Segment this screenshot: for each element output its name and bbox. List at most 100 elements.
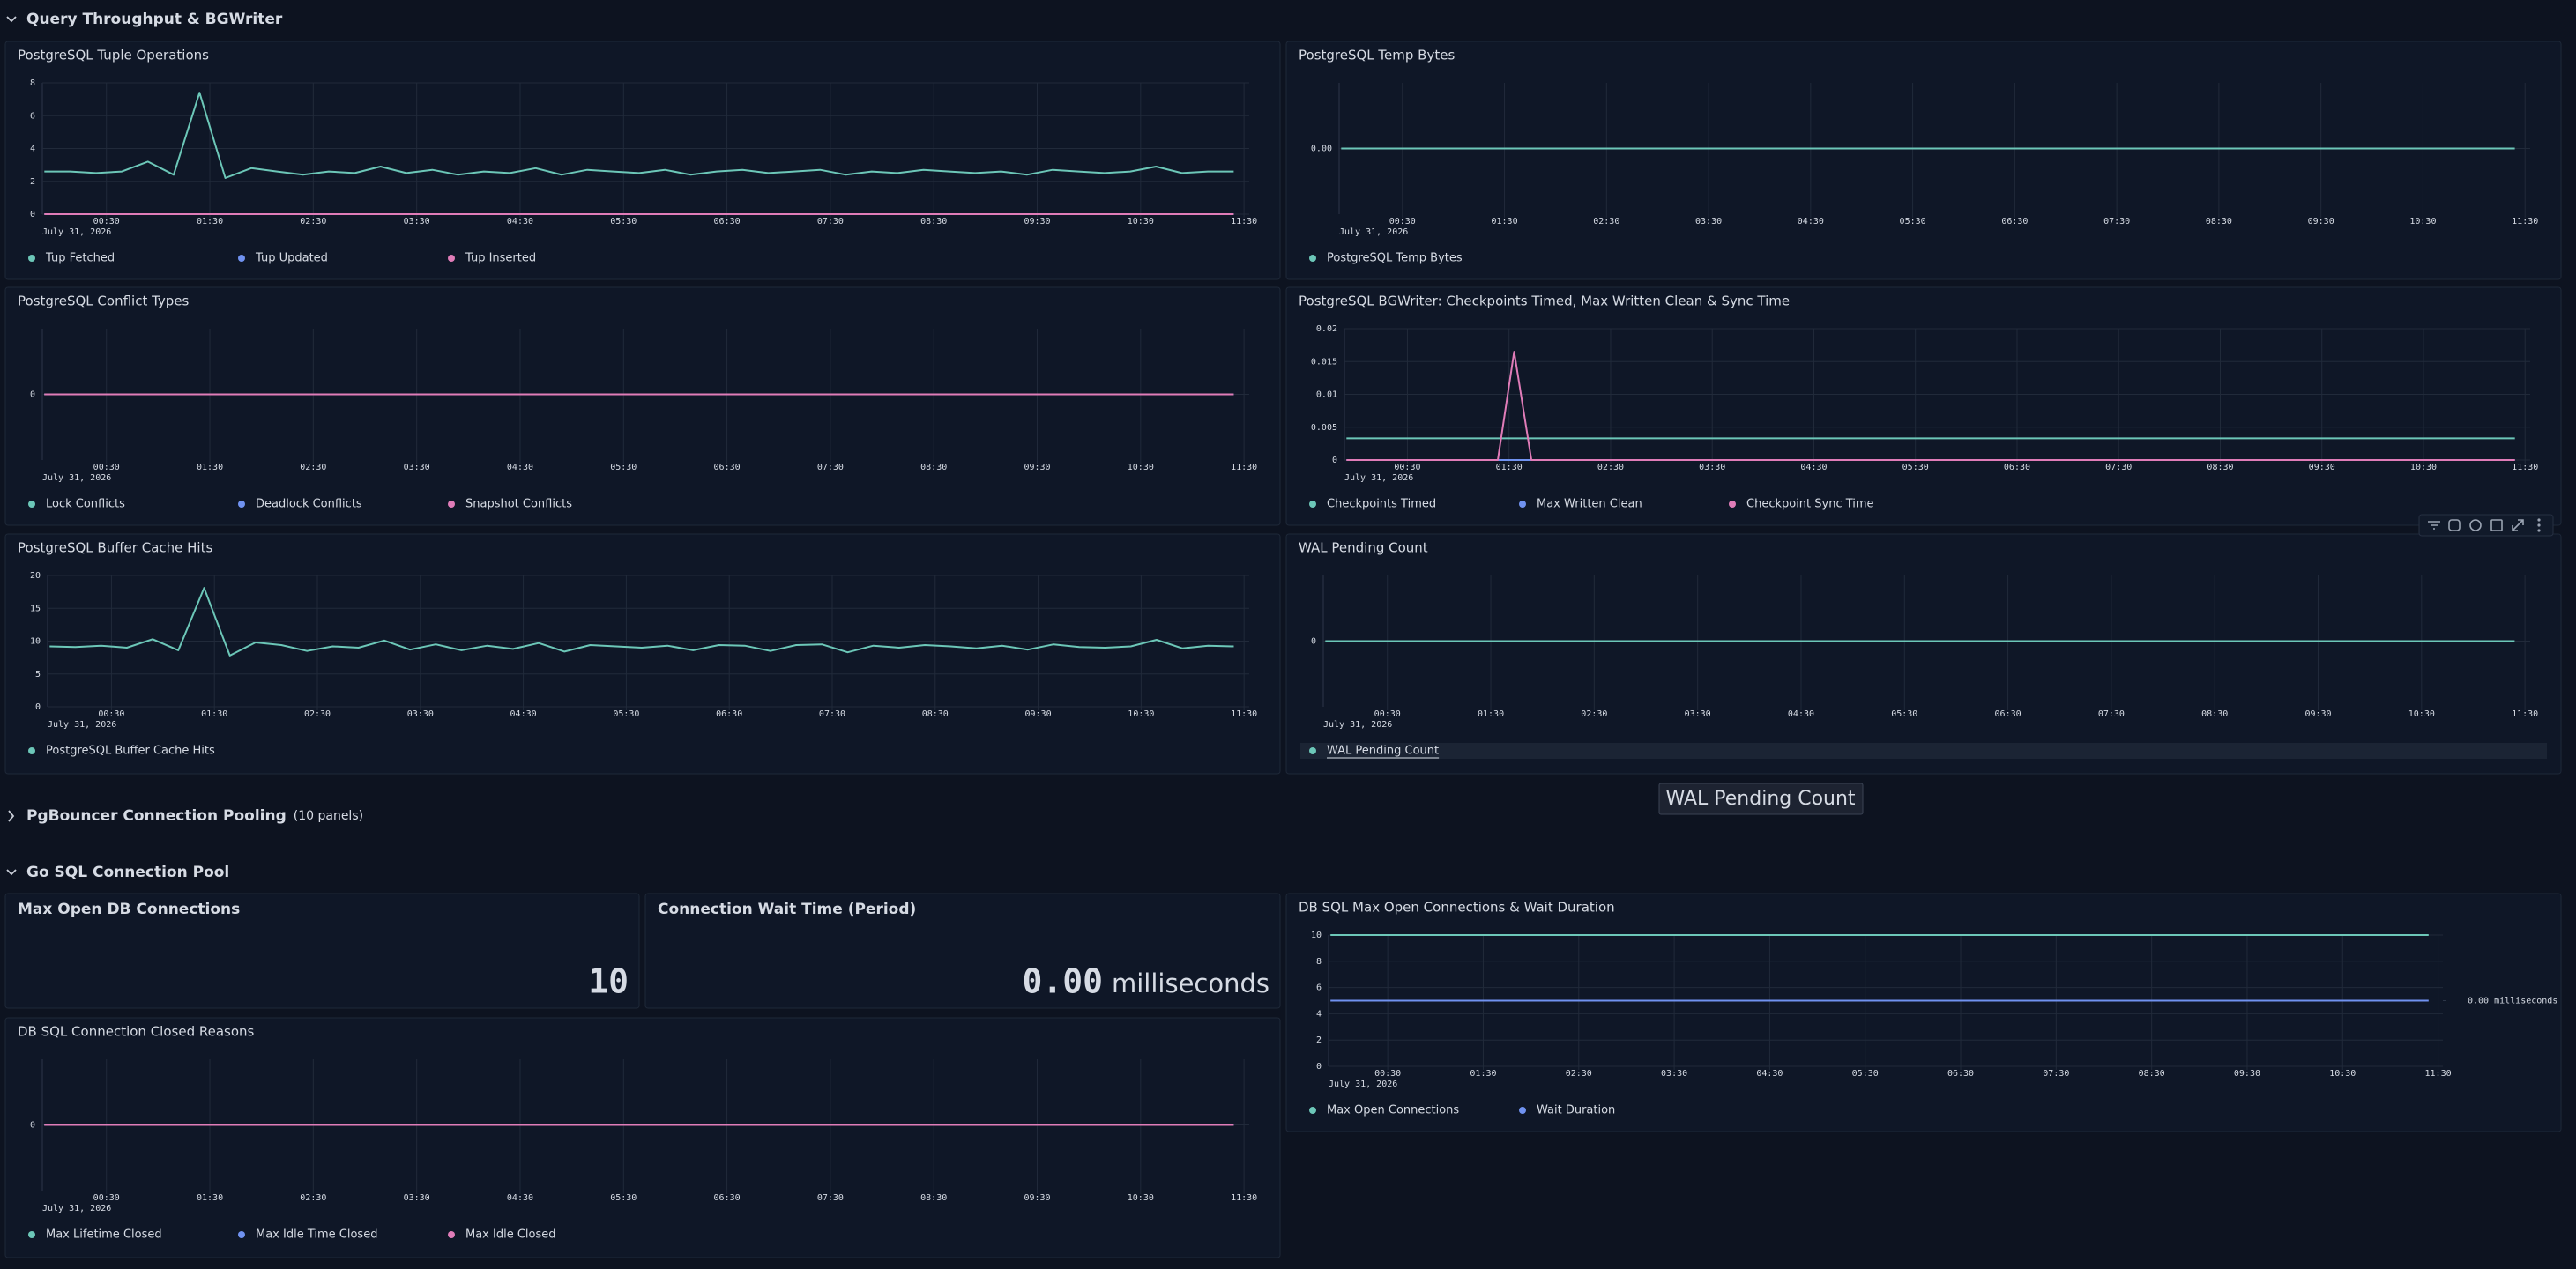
x-tick-label: 07:30 <box>2105 463 2132 472</box>
tooltip-text: WAL Pending Count <box>1665 788 1855 810</box>
menu-dot[interactable] <box>2537 523 2541 527</box>
legend-label[interactable]: PostgreSQL Buffer Cache Hits <box>46 745 215 758</box>
legend-swatch[interactable] <box>1519 1107 1526 1114</box>
section-panel-count: (10 panels) <box>294 809 363 823</box>
legend-label[interactable]: Max Open Connections <box>1327 1104 1459 1117</box>
legend-swatch[interactable] <box>1309 255 1316 262</box>
legend-swatch[interactable] <box>448 1231 455 1238</box>
x-tick-label: 00:30 <box>1394 463 1420 472</box>
x-tick-label: 01:30 <box>1491 217 1517 226</box>
legend-swatch[interactable] <box>1519 501 1526 508</box>
x-tick-label: 08:30 <box>2201 709 2228 719</box>
y-tick-label: 20 <box>30 571 41 581</box>
x-tick-label: 01:30 <box>1496 463 1523 472</box>
x-tick-label: 06:30 <box>714 463 741 472</box>
legend-label[interactable]: Tup Updated <box>255 252 328 265</box>
x-tick-label: 11:30 <box>2425 1069 2452 1079</box>
y-tick-label: 0 <box>30 1121 35 1131</box>
x-axis-date: July 31, 2026 <box>1323 720 1392 730</box>
x-tick-label: 07:30 <box>817 1193 844 1203</box>
legend-swatch[interactable] <box>1729 501 1736 508</box>
x-tick-label: 00:30 <box>93 1193 120 1203</box>
collapse-chevron[interactable] <box>8 810 15 822</box>
y-tick-label: 0 <box>30 390 35 400</box>
legend-label[interactable]: Deadlock Conflicts <box>256 498 362 511</box>
legend-label[interactable]: Tup Inserted <box>465 252 536 265</box>
view-icon[interactable] <box>2512 519 2524 531</box>
section-title[interactable]: Go SQL Connection Pool <box>26 864 229 881</box>
x-axis-date: July 31, 2026 <box>48 720 116 730</box>
legend-swatch[interactable] <box>448 501 455 508</box>
x-tick-label: 04:30 <box>1788 709 1814 719</box>
y-tick-label: 0.015 <box>1311 357 1337 367</box>
x-tick-label: 03:30 <box>407 709 434 719</box>
x-tick-label: 03:30 <box>404 217 430 226</box>
x-tick-label: 10:30 <box>1128 217 1154 226</box>
legend-swatch[interactable] <box>28 501 35 508</box>
x-tick-label: 08:30 <box>920 1193 947 1203</box>
x-tick-label: 07:30 <box>817 217 844 226</box>
legend-label[interactable]: Wait Duration <box>1537 1104 1615 1117</box>
y-tick-label: 10 <box>1311 931 1322 940</box>
x-tick-label: 11:30 <box>2512 463 2538 472</box>
series-line <box>44 92 1234 179</box>
legend-swatch[interactable] <box>1309 501 1316 508</box>
legend-swatch[interactable] <box>1309 747 1316 754</box>
legend-swatch[interactable] <box>448 255 455 262</box>
panel <box>1285 286 2562 526</box>
legend-swatch[interactable] <box>238 1231 245 1238</box>
edit-icon[interactable] <box>2490 519 2503 531</box>
legend-label[interactable]: Tup Fetched <box>45 252 115 265</box>
section-title[interactable]: PgBouncer Connection Pooling <box>26 807 287 825</box>
toolbar-bg <box>2418 514 2554 537</box>
legend-label[interactable]: PostgreSQL Temp Bytes <box>1327 252 1463 265</box>
legend-swatch[interactable] <box>28 1231 35 1238</box>
legend-swatch[interactable] <box>1309 1107 1316 1114</box>
x-tick-label: 05:30 <box>610 217 637 226</box>
x-tick-label: 11:30 <box>1231 1193 1257 1203</box>
legend-label[interactable]: WAL Pending Count <box>1327 745 1439 758</box>
x-tick-label: 01:30 <box>197 463 223 472</box>
panel <box>644 893 1281 1009</box>
x-tick-label: 01:30 <box>197 217 223 226</box>
legend-label[interactable]: Snapshot Conflicts <box>465 498 572 511</box>
legend-swatch[interactable] <box>28 747 35 754</box>
legend-swatch[interactable] <box>238 255 245 262</box>
x-tick-label: 01:30 <box>1470 1069 1496 1079</box>
expand-chevron[interactable] <box>6 16 17 23</box>
y-tick-label: 4 <box>1316 1009 1322 1019</box>
inspect-icon[interactable] <box>2448 519 2461 531</box>
legend-label[interactable]: Max Idle Time Closed <box>256 1228 377 1242</box>
x-tick-label: 02:30 <box>304 709 331 719</box>
menu-dot[interactable] <box>2537 529 2541 532</box>
y-tick-label: 2 <box>30 177 35 187</box>
panel-title: DB SQL Max Open Connections & Wait Durat… <box>1299 900 1615 916</box>
y-tick-label: 0 <box>30 210 35 219</box>
y-tick-label: 0.02 <box>1316 324 1337 334</box>
panel-title: Max Open DB Connections <box>18 901 240 918</box>
legend-label[interactable]: Max Written Clean <box>1537 498 1642 511</box>
section-title[interactable]: Query Throughput & BGWriter <box>26 11 283 28</box>
panel-title: PostgreSQL Tuple Operations <box>18 48 209 63</box>
legend-swatch[interactable] <box>28 255 35 262</box>
legend-label[interactable]: Lock Conflicts <box>46 498 125 511</box>
x-tick-label: 02:30 <box>1593 217 1619 226</box>
legend-label[interactable]: Checkpoint Sync Time <box>1746 498 1874 511</box>
expand-chevron[interactable] <box>6 869 17 876</box>
explore-icon[interactable] <box>2469 519 2482 531</box>
x-tick-label: 08:30 <box>920 217 947 226</box>
menu-dot[interactable] <box>2537 518 2541 522</box>
x-tick-label: 07:30 <box>2098 709 2125 719</box>
legend-label[interactable]: Max Idle Closed <box>465 1228 556 1242</box>
filter-icon[interactable] <box>2428 521 2440 530</box>
legend-label[interactable]: Max Lifetime Closed <box>46 1228 162 1242</box>
x-axis-date: July 31, 2026 <box>1344 473 1413 483</box>
x-tick-label: 03:30 <box>1695 217 1722 226</box>
x-tick-label: 10:30 <box>2408 709 2435 719</box>
series-line <box>1346 351 2515 461</box>
legend-label[interactable]: Checkpoints Timed <box>1327 498 1436 511</box>
legend-swatch[interactable] <box>238 501 245 508</box>
x-axis-date: July 31, 2026 <box>1329 1080 1397 1089</box>
y-tick-label: 0 <box>35 702 41 712</box>
